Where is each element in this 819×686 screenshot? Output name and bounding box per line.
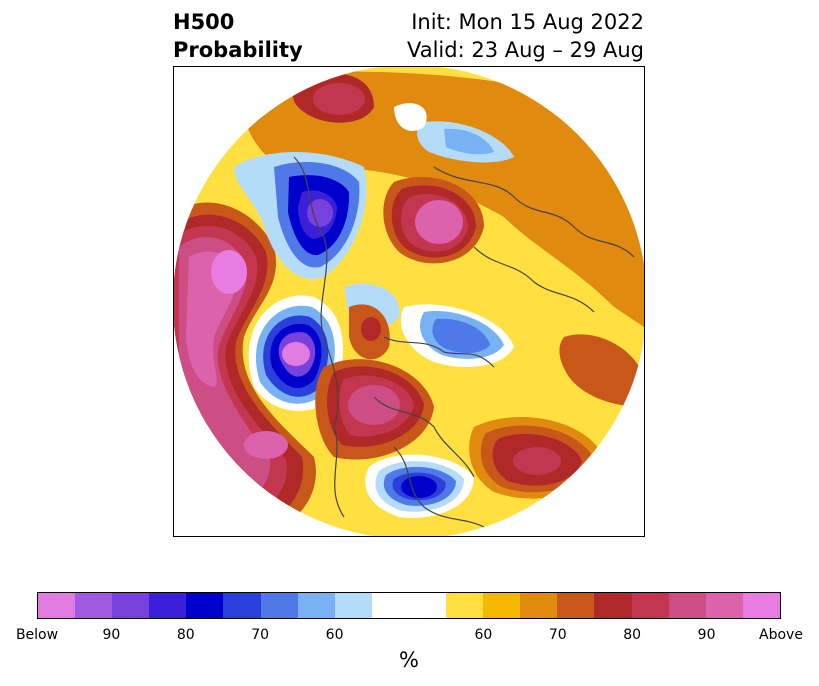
colorbar-tick-label: 60	[474, 627, 493, 643]
alaska-low	[234, 152, 367, 279]
colorbar-tick-label: Above	[759, 627, 803, 643]
colorbar-swatch	[631, 593, 669, 618]
eurasia-high	[315, 304, 434, 460]
atlantic-high	[469, 334, 644, 499]
valid-dates: Valid: 23 Aug – 29 Aug	[406, 38, 644, 62]
colorbar-swatch	[520, 593, 558, 618]
colorbar-swatch	[705, 593, 743, 618]
colorbar-swatch	[75, 593, 113, 618]
colorbar-swatch	[38, 593, 76, 618]
init-date: Init: Mon 15 Aug 2022	[411, 10, 644, 34]
colorbar-tick-label: 70	[548, 627, 567, 643]
colorbar-tick-label: 90	[102, 627, 121, 643]
colorbar-tick-label: Below	[15, 627, 59, 643]
colorbar-swatch	[149, 593, 187, 618]
colorbar-swatch	[557, 593, 595, 618]
colorbar-swatch	[186, 593, 224, 618]
map-svg	[174, 67, 644, 536]
colorbar	[37, 592, 781, 619]
title-line-2: Probability	[173, 38, 303, 62]
siberia-high	[383, 177, 484, 264]
colorbar-swatch	[260, 593, 298, 618]
colorbar-tick-label: 80	[623, 627, 642, 643]
eastern-us-low	[365, 454, 474, 518]
coastlines	[293, 156, 635, 528]
colorbar-swatch	[112, 593, 150, 618]
colorbar-swatch	[446, 593, 484, 618]
arctic-low	[394, 103, 514, 163]
probability-map	[173, 66, 645, 537]
colorbar-swatch	[334, 593, 372, 618]
anomaly-area	[234, 71, 644, 327]
colorbar-swatch	[483, 593, 521, 618]
colorbar-tick-label: 90	[697, 627, 716, 643]
colorbar-unit-label: %	[399, 648, 419, 672]
colorbar-swatch	[371, 593, 409, 618]
colorbar-swatch	[668, 593, 706, 618]
title-line-1: H500	[173, 10, 235, 34]
colorbar-tick-label: 80	[176, 627, 195, 643]
colorbar-swatch	[297, 593, 335, 618]
colorbar-swatch	[223, 593, 261, 618]
colorbar-swatch	[742, 593, 780, 618]
colorbar-tick-label: 60	[325, 627, 344, 643]
colorbar-tick-label: 70	[251, 627, 270, 643]
map-title: H500 Probability	[173, 8, 303, 64]
colorbar-swatch	[594, 593, 632, 618]
colorbar-swatch	[408, 593, 447, 618]
forecast-dates: Init: Mon 15 Aug 2022 Valid: 23 Aug – 29…	[407, 8, 644, 64]
